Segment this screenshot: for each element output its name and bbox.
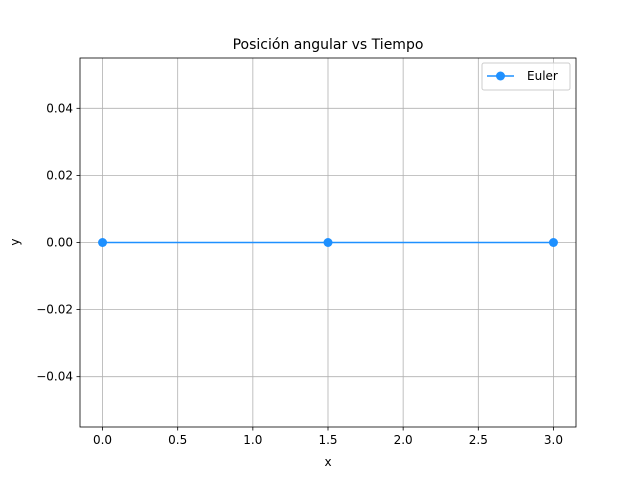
data-point (548, 238, 558, 247)
y-tick-label: 0.02 (46, 168, 73, 182)
legend-box (481, 62, 571, 91)
legend-marker-euler (496, 71, 505, 81)
data-point (323, 238, 333, 247)
y-axis-label: y (8, 238, 22, 245)
tick-layer: 0.0 0.5 1.0 1.5 2.0 2.5 3.0 −0.04 −0.02 0.00 0.02 0… (36, 101, 563, 447)
y-tick-label: −0.04 (36, 370, 73, 384)
data-point (98, 238, 108, 247)
y-tick-label: −0.02 (36, 303, 73, 317)
x-tick-label: 3.0 (544, 433, 563, 447)
x-tick-label: 1.0 (243, 433, 262, 447)
x-tick-label: 0.5 (168, 433, 187, 447)
y-tick-label: 0.00 (46, 236, 73, 250)
x-tick-label: 1.5 (318, 433, 337, 447)
chart-title: Posición angular vs Tiempo (233, 37, 424, 53)
x-tick-label: 0.0 (93, 433, 112, 447)
legend: Euler (481, 62, 571, 91)
x-tick-label: 2.0 (394, 433, 413, 447)
y-tick-label: 0.04 (46, 101, 73, 115)
x-axis-label: x (324, 455, 331, 469)
series-layer (98, 238, 558, 247)
x-tick-label: 2.5 (469, 433, 488, 447)
legend-label-euler: Euler (527, 69, 558, 83)
